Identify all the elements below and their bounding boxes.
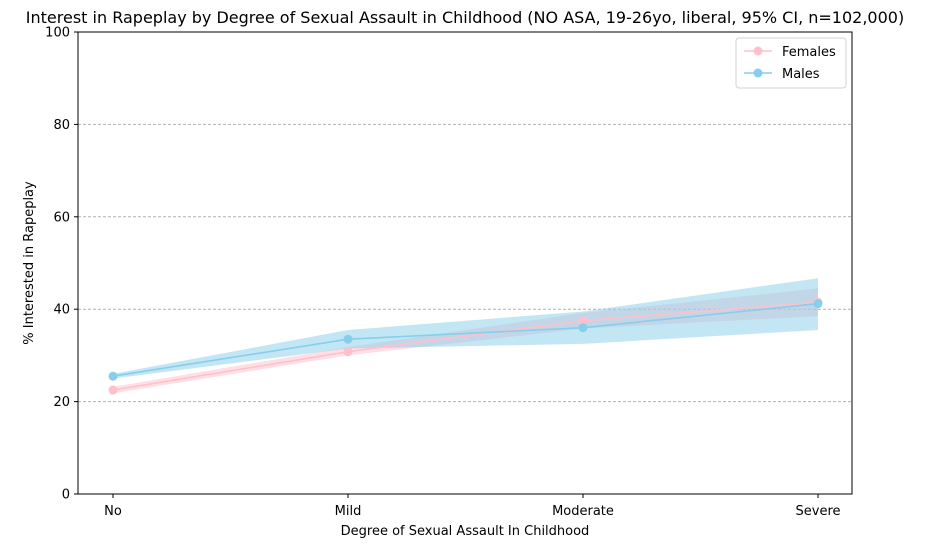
y-tick-label: 100 (45, 26, 70, 41)
x-tick-label: Mild (335, 504, 362, 519)
y-axis-label: % Interested in Rapeplay (22, 181, 37, 345)
legend-label-males: Males (782, 67, 820, 82)
females-point (578, 316, 588, 326)
x-tick-label: Severe (796, 504, 841, 519)
y-tick-label: 80 (53, 118, 70, 133)
females-line (112, 301, 819, 391)
legend-marker-females (753, 46, 763, 56)
males-point (343, 334, 353, 344)
plot-frame (77, 31, 853, 495)
males-point (813, 299, 823, 309)
males-ci-band (113, 278, 818, 379)
x-tick-label: No (104, 504, 122, 519)
y-tick-label: 20 (53, 395, 70, 410)
legend: Females Males (735, 37, 847, 89)
legend-marker-males (753, 68, 763, 78)
females-point (343, 347, 353, 357)
confidence-bands (113, 278, 818, 394)
x-axis: No Mild Moderate Severe (104, 494, 841, 519)
males-line (112, 302, 819, 377)
males-point (108, 371, 118, 381)
males-point (578, 323, 588, 333)
y-tick-label: 60 (53, 210, 70, 225)
series-lines (112, 301, 819, 391)
y-axis: 0 20 40 60 80 100 (45, 26, 78, 503)
y-tick-label: 40 (53, 303, 70, 318)
x-axis-label: Degree of Sexual Assault In Childhood (341, 524, 590, 539)
y-tick-label: 0 (62, 488, 70, 503)
legend-label-females: Females (782, 45, 836, 60)
chart-title: Interest in Rapeplay by Degree of Sexual… (26, 8, 904, 27)
females-point (108, 385, 118, 395)
x-tick-label: Moderate (552, 504, 614, 519)
series-points (108, 297, 823, 395)
